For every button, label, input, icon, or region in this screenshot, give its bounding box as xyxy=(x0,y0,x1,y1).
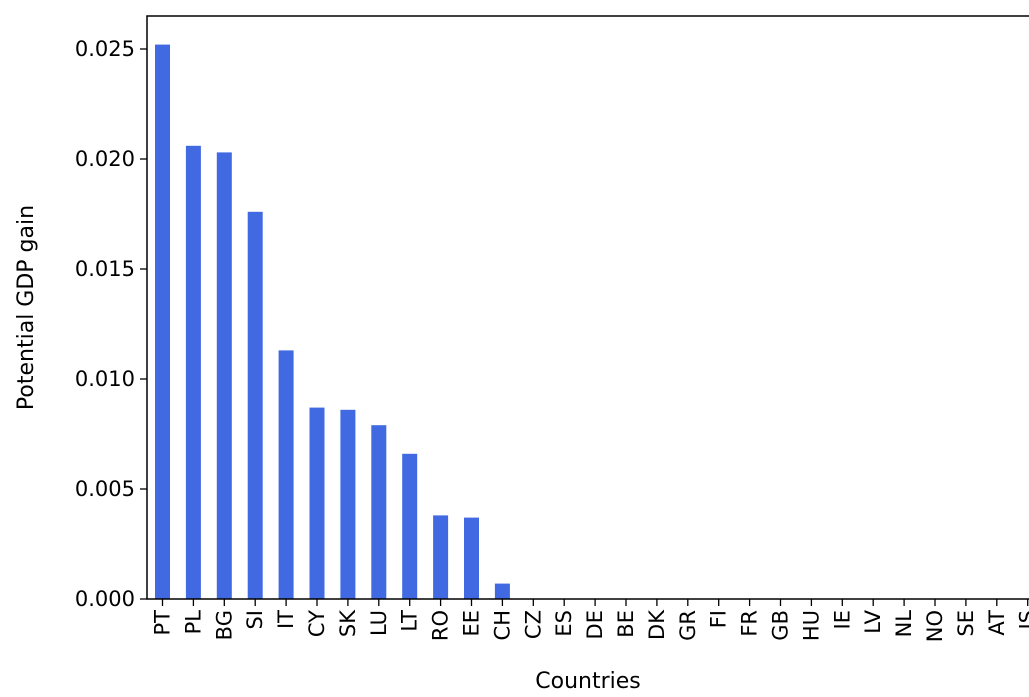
y-axis-label: Potential GDP gain xyxy=(14,205,39,410)
x-tick-label: EE xyxy=(460,610,484,637)
x-tick-label: LT xyxy=(398,610,422,632)
bar-lu xyxy=(371,425,386,599)
bar-bg xyxy=(217,152,232,599)
bar-si xyxy=(248,212,263,599)
x-tick-label: CY xyxy=(305,610,329,637)
x-tick-label: GR xyxy=(676,610,700,641)
x-tick-label: FR xyxy=(738,610,762,637)
x-tick-label: SI xyxy=(243,610,267,630)
x-tick-label: PT xyxy=(151,610,175,636)
bar-it xyxy=(279,350,294,599)
x-tick-label: GB xyxy=(769,610,793,641)
bar-ch xyxy=(495,584,510,599)
x-tick-label: ES xyxy=(552,610,576,637)
x-tick-label: HU xyxy=(799,610,823,641)
bar-pl xyxy=(186,146,201,599)
x-tick-label: NO xyxy=(923,610,947,642)
x-tick-label: LV xyxy=(861,609,885,633)
x-tick-label: PL xyxy=(181,610,205,635)
x-tick-label: BE xyxy=(614,610,638,638)
x-tick-label: AT xyxy=(985,610,1009,636)
bar-ro xyxy=(433,515,448,599)
bar-lt xyxy=(402,454,417,599)
bar-sk xyxy=(340,410,355,599)
x-tick-label: IT xyxy=(274,610,298,629)
bars-layer xyxy=(155,45,510,599)
x-tick-label: NL xyxy=(892,610,916,638)
x-tick-label: LU xyxy=(367,610,391,636)
y-tick-label: 0.025 xyxy=(75,37,135,61)
x-tick-label: SK xyxy=(336,609,360,637)
y-tick-label: 0.000 xyxy=(75,587,135,611)
x-axis-label: Countries xyxy=(535,669,641,693)
bar-cy xyxy=(310,408,325,599)
y-tick-label: 0.020 xyxy=(75,147,135,171)
x-tick-label: FI xyxy=(707,610,731,628)
y-tick-label: 0.010 xyxy=(75,367,135,391)
x-tick-label: CZ xyxy=(521,610,545,639)
y-tick-label: 0.015 xyxy=(75,257,135,281)
x-tick-label: CH xyxy=(490,610,514,640)
x-tick-label: DE xyxy=(583,610,607,639)
bar-ee xyxy=(464,518,479,599)
x-tick-label: RO xyxy=(429,610,453,641)
y-tick-label: 0.005 xyxy=(75,477,135,501)
x-tick-label: BG xyxy=(212,610,236,640)
x-tick-label: IE xyxy=(830,610,854,629)
bar-pt xyxy=(155,45,170,599)
x-tick-label: SE xyxy=(954,610,978,637)
x-tick-label: DK xyxy=(645,609,669,640)
y-ticks: 0.000 0.005 0.010 0.015 0.020 0.025 xyxy=(75,37,147,611)
x-tick-label: IS xyxy=(1016,610,1029,630)
